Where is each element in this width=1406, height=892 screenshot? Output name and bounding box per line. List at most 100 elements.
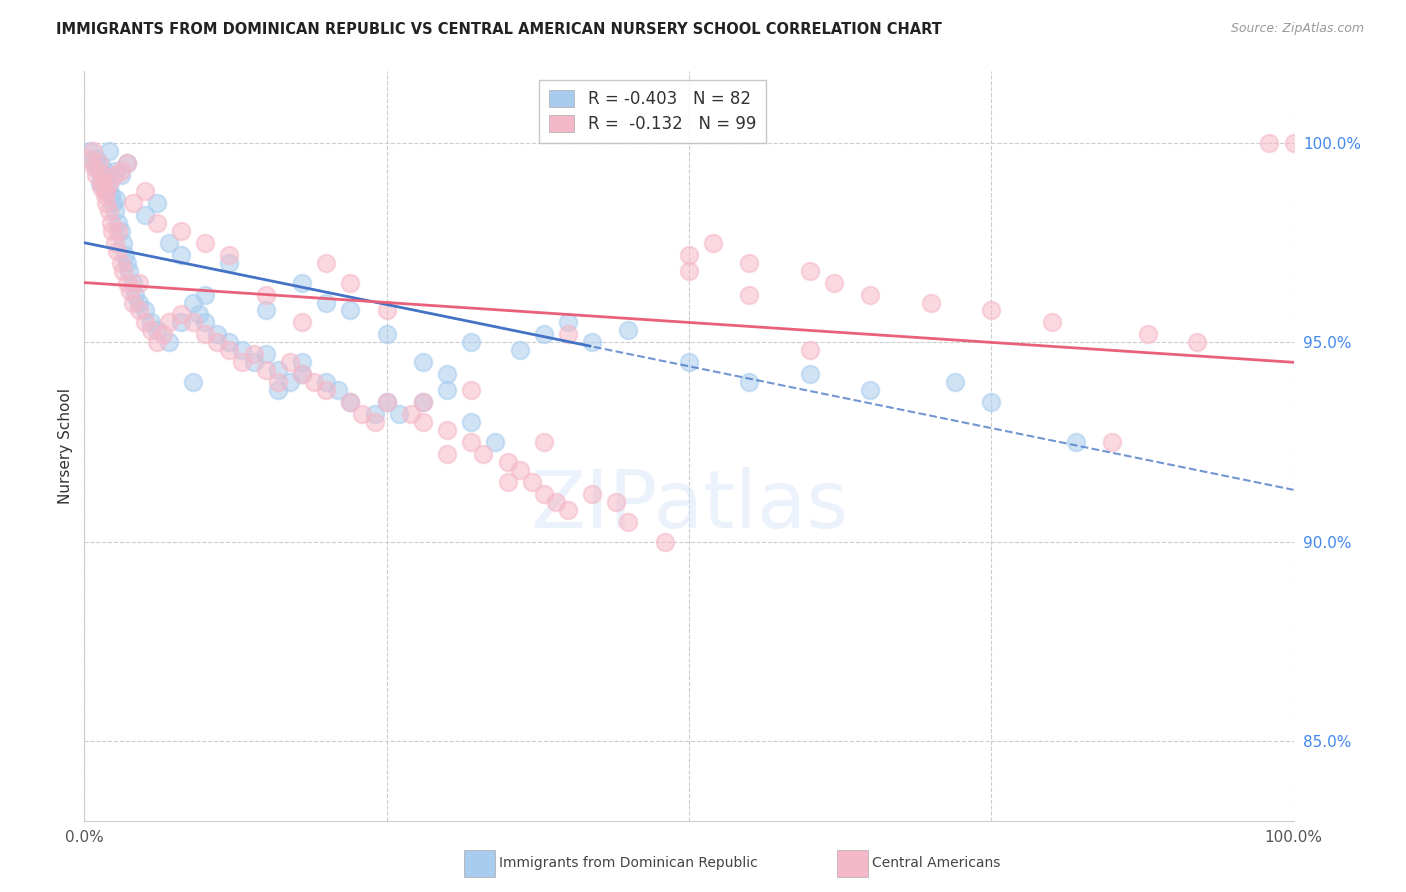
Point	[157, 315, 180, 329]
Point	[94, 184, 117, 198]
Point	[339, 395, 361, 409]
Point	[181, 295, 204, 310]
Point	[146, 323, 169, 337]
Point	[328, 383, 350, 397]
Point	[436, 423, 458, 437]
Point	[412, 355, 434, 369]
Point	[231, 343, 253, 358]
Point	[170, 308, 193, 322]
Point	[170, 224, 193, 238]
Point	[128, 303, 150, 318]
Point	[375, 395, 398, 409]
Point	[170, 248, 193, 262]
Point	[1258, 136, 1281, 150]
Point	[943, 376, 966, 390]
Point	[460, 335, 482, 350]
Point	[114, 248, 136, 262]
Point	[194, 287, 217, 301]
Point	[115, 156, 138, 170]
Point	[82, 144, 104, 158]
Point	[315, 255, 337, 269]
Point	[152, 327, 174, 342]
Point	[702, 235, 724, 250]
Point	[557, 327, 579, 342]
Point	[581, 335, 603, 350]
Point	[339, 395, 361, 409]
Point	[115, 255, 138, 269]
Point	[1282, 136, 1305, 150]
Point	[254, 287, 277, 301]
Point	[533, 487, 555, 501]
Point	[823, 276, 845, 290]
Point	[104, 235, 127, 250]
Point	[472, 447, 495, 461]
Point	[799, 368, 821, 382]
Point	[79, 144, 101, 158]
Point	[118, 263, 141, 277]
Point	[218, 335, 240, 350]
Point	[146, 335, 169, 350]
Point	[738, 255, 761, 269]
Point	[181, 315, 204, 329]
Point	[375, 303, 398, 318]
Point	[83, 156, 105, 170]
Point	[181, 376, 204, 390]
Point	[291, 355, 314, 369]
Point	[115, 276, 138, 290]
Point	[678, 248, 700, 262]
Point	[104, 192, 127, 206]
Point	[94, 195, 117, 210]
Point	[194, 235, 217, 250]
Point	[121, 195, 143, 210]
Point	[738, 376, 761, 390]
Point	[93, 172, 115, 186]
Point	[267, 363, 290, 377]
Point	[86, 168, 108, 182]
Point	[157, 235, 180, 250]
Point	[980, 303, 1002, 318]
Point	[97, 203, 120, 218]
Point	[980, 395, 1002, 409]
Point	[121, 295, 143, 310]
Point	[218, 343, 240, 358]
Point	[278, 376, 301, 390]
Point	[436, 447, 458, 461]
Point	[544, 495, 567, 509]
Point	[399, 407, 422, 421]
Point	[375, 327, 398, 342]
Point	[291, 315, 314, 329]
Point	[1101, 435, 1123, 450]
Point	[134, 184, 156, 198]
Point	[170, 315, 193, 329]
Point	[107, 224, 129, 238]
Point	[110, 168, 132, 182]
Point	[315, 295, 337, 310]
Point	[533, 435, 555, 450]
Point	[460, 383, 482, 397]
Point	[120, 284, 142, 298]
Point	[352, 407, 374, 421]
Point	[291, 276, 314, 290]
Point	[128, 276, 150, 290]
Point	[124, 287, 146, 301]
Point	[509, 343, 531, 358]
Point	[1185, 335, 1208, 350]
Point	[460, 415, 482, 429]
Point	[678, 355, 700, 369]
Point	[146, 195, 169, 210]
Point	[291, 368, 314, 382]
Legend: R = -0.403   N = 82, R =  -0.132   N = 99: R = -0.403 N = 82, R = -0.132 N = 99	[540, 79, 766, 143]
Point	[97, 168, 120, 182]
Point	[581, 487, 603, 501]
Point	[1040, 315, 1063, 329]
Point	[87, 164, 110, 178]
Point	[315, 376, 337, 390]
Point	[412, 395, 434, 409]
Point	[110, 224, 132, 238]
Point	[134, 208, 156, 222]
Point	[678, 263, 700, 277]
Point	[207, 335, 229, 350]
Point	[101, 224, 124, 238]
Point	[91, 168, 114, 182]
Point	[267, 383, 290, 397]
